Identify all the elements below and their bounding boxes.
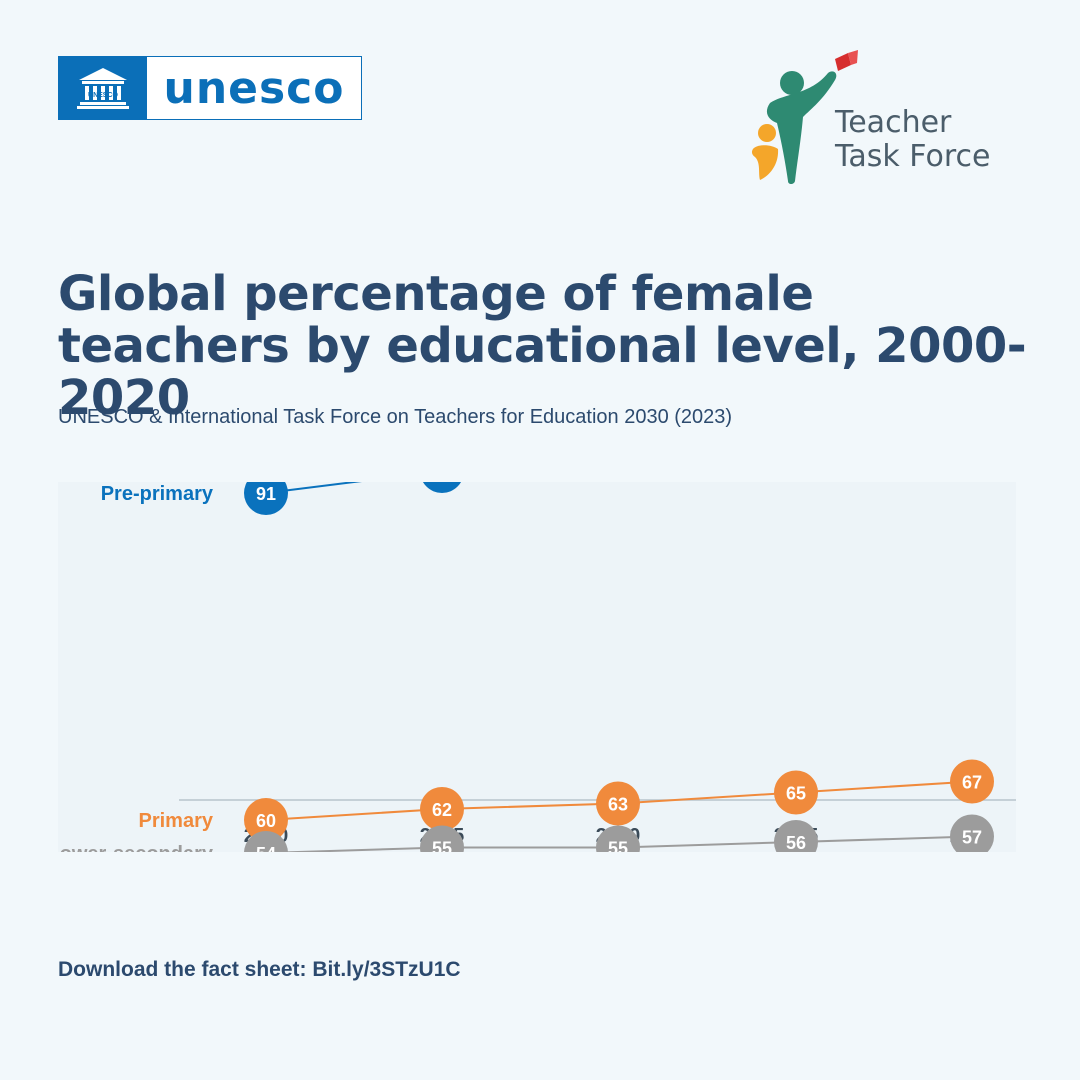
data-label: 55 — [432, 839, 452, 853]
data-point — [596, 781, 640, 826]
chart-panel: 20002005201020152020Pre-primary919394949… — [58, 482, 1016, 852]
ttf-line-2: Task Force — [835, 139, 991, 174]
data-point — [596, 825, 640, 852]
series-label: Pre-primary — [101, 483, 214, 505]
data-label: 55 — [608, 839, 628, 853]
data-point — [950, 759, 994, 804]
data-label: 57 — [962, 828, 982, 848]
line-chart: 20002005201020152020Pre-primary919394949… — [58, 482, 1016, 852]
teacher-task-force-wordmark: Teacher Task Force — [835, 106, 990, 174]
series-line — [265, 482, 363, 494]
page-title: Global percentage of female teachers by … — [58, 266, 1027, 426]
data-label: 54 — [256, 844, 276, 852]
data-point — [422, 482, 462, 493]
unesco-wordmark: unesco — [163, 62, 345, 114]
data-point — [774, 820, 818, 852]
data-point — [774, 770, 818, 815]
data-point — [244, 798, 288, 842]
data-point — [244, 831, 288, 852]
unesco-logo: UNESCO unesco — [58, 56, 362, 120]
page-subtitle: UNESCO & International Task Force on Tea… — [58, 406, 733, 428]
unesco-emblem-text: UNESCO — [88, 92, 119, 99]
data-label: 62 — [432, 800, 452, 820]
data-label: 65 — [786, 784, 806, 804]
data-label: 63 — [608, 795, 628, 815]
data-label: 60 — [256, 811, 276, 831]
data-point — [420, 787, 464, 831]
data-label: 91 — [256, 484, 276, 504]
data-label: 67 — [962, 773, 982, 793]
teacher-task-force-figure-icon — [751, 50, 858, 184]
data-point — [950, 814, 994, 852]
series-label: Lower-secondary — [58, 843, 214, 852]
download-link-text: Download the fact sheet: Bit.ly/3STzU1C — [58, 958, 461, 981]
ttf-line-1: Teacher — [835, 105, 952, 140]
series-label: Primary — [139, 810, 214, 832]
data-point — [244, 482, 288, 515]
unesco-temple-icon: UNESCO — [59, 57, 147, 119]
data-point — [420, 825, 464, 852]
data-label: 56 — [786, 833, 806, 852]
